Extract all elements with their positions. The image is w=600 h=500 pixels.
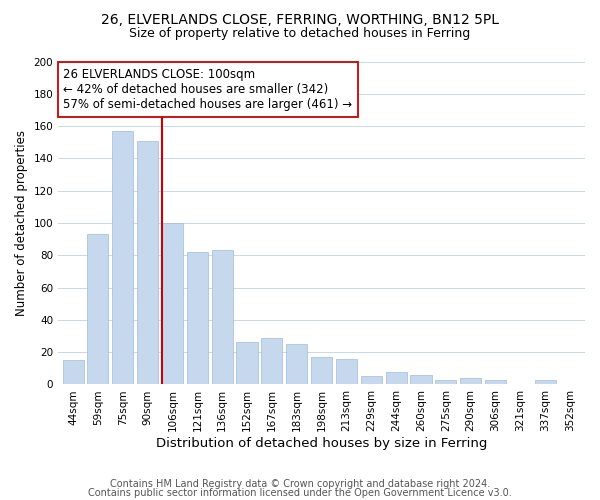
Bar [535, 380, 556, 384]
Bar [361, 376, 382, 384]
Bar [460, 378, 481, 384]
Bar [137, 140, 158, 384]
Bar [62, 360, 83, 384]
Text: Contains public sector information licensed under the Open Government Licence v3: Contains public sector information licen… [88, 488, 512, 498]
Bar [162, 223, 183, 384]
Bar [410, 375, 431, 384]
Bar [311, 357, 332, 384]
Bar [212, 250, 233, 384]
Bar [435, 380, 457, 384]
Text: 26, ELVERLANDS CLOSE, FERRING, WORTHING, BN12 5PL: 26, ELVERLANDS CLOSE, FERRING, WORTHING,… [101, 12, 499, 26]
Bar [88, 234, 109, 384]
Bar [386, 372, 407, 384]
Bar [485, 380, 506, 384]
Bar [187, 252, 208, 384]
Bar [112, 131, 133, 384]
X-axis label: Distribution of detached houses by size in Ferring: Distribution of detached houses by size … [156, 437, 487, 450]
Y-axis label: Number of detached properties: Number of detached properties [15, 130, 28, 316]
Bar [236, 342, 257, 384]
Text: Size of property relative to detached houses in Ferring: Size of property relative to detached ho… [130, 28, 470, 40]
Bar [286, 344, 307, 385]
Text: 26 ELVERLANDS CLOSE: 100sqm
← 42% of detached houses are smaller (342)
57% of se: 26 ELVERLANDS CLOSE: 100sqm ← 42% of det… [64, 68, 353, 111]
Bar [336, 358, 357, 384]
Bar [262, 338, 283, 384]
Text: Contains HM Land Registry data © Crown copyright and database right 2024.: Contains HM Land Registry data © Crown c… [110, 479, 490, 489]
